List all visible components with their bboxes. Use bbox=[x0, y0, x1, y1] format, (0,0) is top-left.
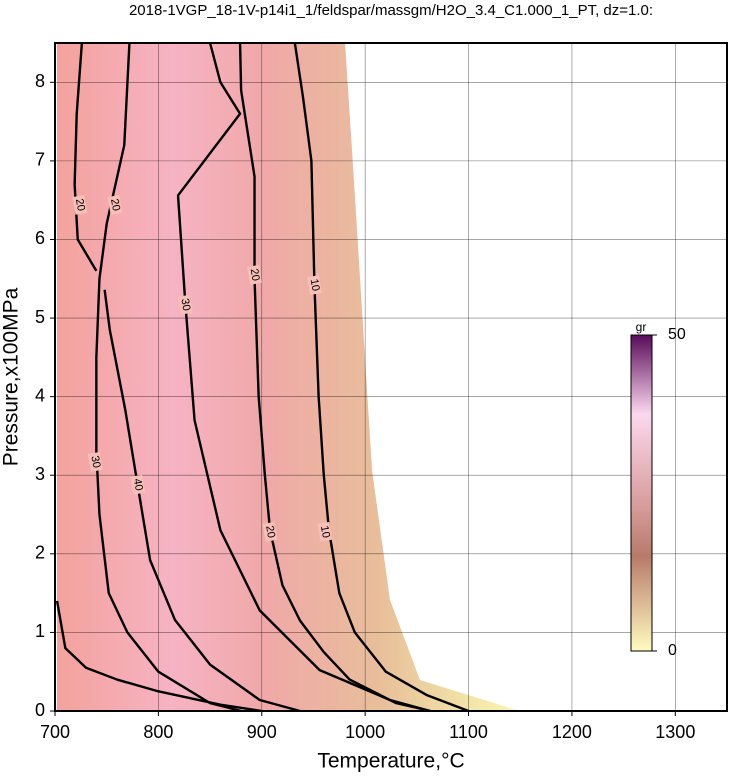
x-axis-label: Temperature,°C bbox=[317, 750, 464, 773]
contour-line bbox=[293, 42, 469, 713]
contour-line bbox=[176, 42, 431, 713]
y-tick-label: 2 bbox=[35, 543, 45, 563]
contour-label: 30 bbox=[177, 294, 193, 315]
contour-label-bg bbox=[107, 194, 123, 215]
contour-line bbox=[73, 42, 98, 272]
contour-label-text: 20 bbox=[108, 198, 122, 212]
contour-label-text: 20 bbox=[73, 198, 87, 212]
colorbar bbox=[630, 334, 653, 652]
contour-label-bg bbox=[317, 521, 333, 542]
x-tick-label: 1300 bbox=[655, 722, 695, 742]
contour-label-bg bbox=[247, 264, 263, 285]
contour-line bbox=[55, 600, 262, 713]
contour-line bbox=[103, 289, 301, 713]
contour-label: 10 bbox=[307, 275, 322, 295]
contour-label: 20 bbox=[247, 264, 263, 285]
chart-title: 2018-1VGP_18-1V-p14i1_1/feldspar/massgm/… bbox=[129, 2, 653, 19]
contour-label-bg bbox=[262, 521, 278, 542]
colorbar-tick-label: 50 bbox=[668, 326, 686, 343]
contour-label: 20 bbox=[72, 194, 88, 215]
x-tick-label: 1200 bbox=[552, 722, 592, 742]
y-tick-label: 0 bbox=[35, 700, 45, 720]
contour-label-bg bbox=[130, 474, 146, 495]
contour-label-bg bbox=[177, 294, 193, 315]
y-tick-label: 8 bbox=[35, 71, 45, 91]
colorbar-tick-label: 0 bbox=[668, 642, 677, 659]
colorbar-label: gr bbox=[636, 320, 647, 334]
y-tick-label: 6 bbox=[35, 228, 45, 248]
contour-line bbox=[95, 42, 242, 713]
contour-label-text: 30 bbox=[178, 298, 192, 312]
contour-label: 10 bbox=[317, 521, 333, 542]
y-axis-label: Pressure,x100MPa bbox=[0, 287, 23, 466]
contour-label-text: 10 bbox=[318, 525, 332, 539]
y-tick-label: 1 bbox=[35, 621, 45, 641]
contour-label: 20 bbox=[262, 521, 278, 542]
y-tick-label: 7 bbox=[35, 150, 45, 170]
x-tick-label: 900 bbox=[247, 722, 277, 742]
contour-label-text: 10 bbox=[308, 278, 322, 292]
contour-label: 30 bbox=[87, 451, 103, 472]
plot-frame bbox=[54, 42, 728, 712]
y-tick-label: 3 bbox=[35, 464, 45, 484]
x-tick-label: 1100 bbox=[449, 722, 488, 742]
x-tick-label: 700 bbox=[40, 722, 70, 742]
contour-label-bg bbox=[72, 194, 88, 215]
x-tick-label: 800 bbox=[143, 722, 173, 742]
contour-label-bg bbox=[87, 451, 103, 472]
contour-label: 40 bbox=[130, 474, 146, 495]
contour-label: 20 bbox=[107, 194, 123, 215]
contour-label-text: 20 bbox=[248, 268, 262, 282]
contour-label-text: 40 bbox=[131, 478, 145, 492]
contour-field bbox=[57, 43, 520, 711]
x-tick-label: 1000 bbox=[345, 722, 385, 742]
y-tick-label: 4 bbox=[35, 385, 45, 405]
contour-label-text: 20 bbox=[263, 525, 277, 539]
contour-label-bg bbox=[307, 275, 322, 295]
contour-label-text: 30 bbox=[88, 455, 102, 469]
y-tick-label: 5 bbox=[35, 307, 45, 327]
